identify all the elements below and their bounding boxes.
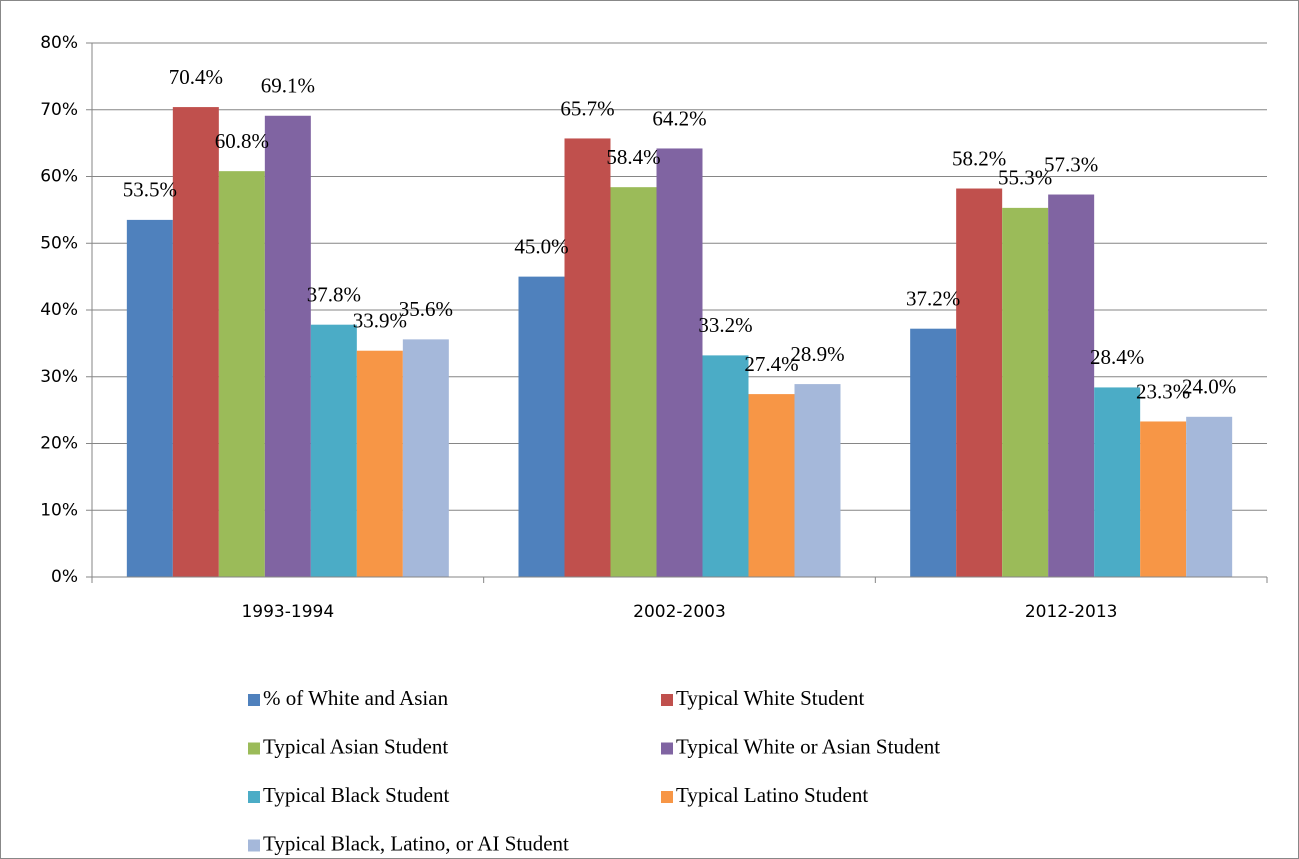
data-label: 28.4%: [1090, 345, 1144, 369]
legend-swatch: [661, 694, 673, 706]
x-tick-label: 2002-2003: [633, 602, 726, 622]
data-label: 57.3%: [1044, 152, 1098, 176]
y-tick-label: 10%: [40, 500, 78, 520]
legend-swatch: [248, 791, 260, 803]
x-tick-label: 2012-2013: [1025, 602, 1118, 622]
data-label: 27.4%: [744, 352, 798, 376]
data-label: 37.8%: [307, 282, 361, 306]
data-label: 70.4%: [169, 65, 223, 89]
data-label: 33.2%: [698, 313, 752, 337]
y-tick-label: 40%: [40, 300, 78, 320]
data-label: 53.5%: [123, 178, 177, 202]
bar: [310, 324, 357, 577]
legend-label: Typical Black, Latino, or AI Student: [263, 831, 569, 855]
data-label: 37.2%: [906, 287, 960, 311]
data-label: 64.2%: [652, 106, 706, 130]
legend-swatch: [248, 742, 260, 755]
data-label: 55.3%: [998, 166, 1052, 190]
bar: [518, 276, 565, 577]
bar: [1186, 416, 1233, 577]
legend-label: Typical Latino Student: [676, 783, 868, 807]
y-tick-label: 20%: [40, 434, 78, 454]
bar: [126, 219, 173, 577]
data-label: 23.3%: [1136, 379, 1190, 403]
bar: [1002, 207, 1049, 577]
bar: [264, 115, 311, 577]
bar: [910, 328, 957, 577]
legend-label: % of White and Asian: [263, 686, 449, 710]
bar: [172, 107, 219, 577]
bar: [402, 339, 449, 577]
legend-label: Typical Asian Student: [263, 734, 448, 758]
y-tick-label: 50%: [40, 233, 78, 253]
bar: [356, 350, 403, 577]
legend-label: Typical Black Student: [263, 783, 449, 807]
data-label: 58.4%: [606, 145, 660, 169]
data-label: 24.0%: [1182, 375, 1236, 399]
data-label: 58.2%: [952, 146, 1006, 170]
bar: [1140, 421, 1187, 577]
legend-swatch: [661, 742, 673, 755]
data-label: 33.9%: [353, 309, 407, 333]
legend-swatch: [248, 694, 260, 706]
bar: [956, 188, 1003, 577]
legend-swatch: [661, 791, 673, 803]
data-label: 65.7%: [560, 96, 614, 120]
data-label: 60.8%: [215, 129, 269, 153]
bar: [656, 148, 703, 577]
data-label: 69.1%: [261, 74, 315, 98]
y-tick-label: 0%: [51, 567, 78, 587]
y-tick-label: 60%: [40, 167, 78, 187]
bar: [610, 187, 657, 577]
data-label: 35.6%: [399, 297, 453, 321]
bar: [702, 355, 749, 577]
data-label: 28.9%: [790, 342, 844, 366]
bar: [1094, 387, 1141, 577]
bar: [564, 138, 611, 577]
legend-label: Typical White or Asian Student: [676, 734, 940, 758]
y-tick-label: 30%: [40, 367, 78, 387]
bar: [794, 384, 841, 577]
y-tick-label: 80%: [40, 33, 78, 53]
bar: [218, 171, 265, 577]
legend-label: Typical White Student: [676, 686, 864, 710]
x-tick-label: 1993-1994: [241, 602, 334, 622]
bar: [748, 394, 795, 577]
y-tick-label: 70%: [40, 100, 78, 120]
bar: [1048, 194, 1095, 577]
data-label: 45.0%: [514, 234, 568, 258]
legend-swatch: [248, 839, 260, 852]
